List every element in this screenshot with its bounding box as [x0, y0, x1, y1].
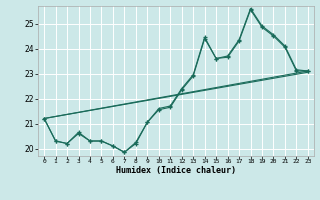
X-axis label: Humidex (Indice chaleur): Humidex (Indice chaleur)	[116, 166, 236, 175]
